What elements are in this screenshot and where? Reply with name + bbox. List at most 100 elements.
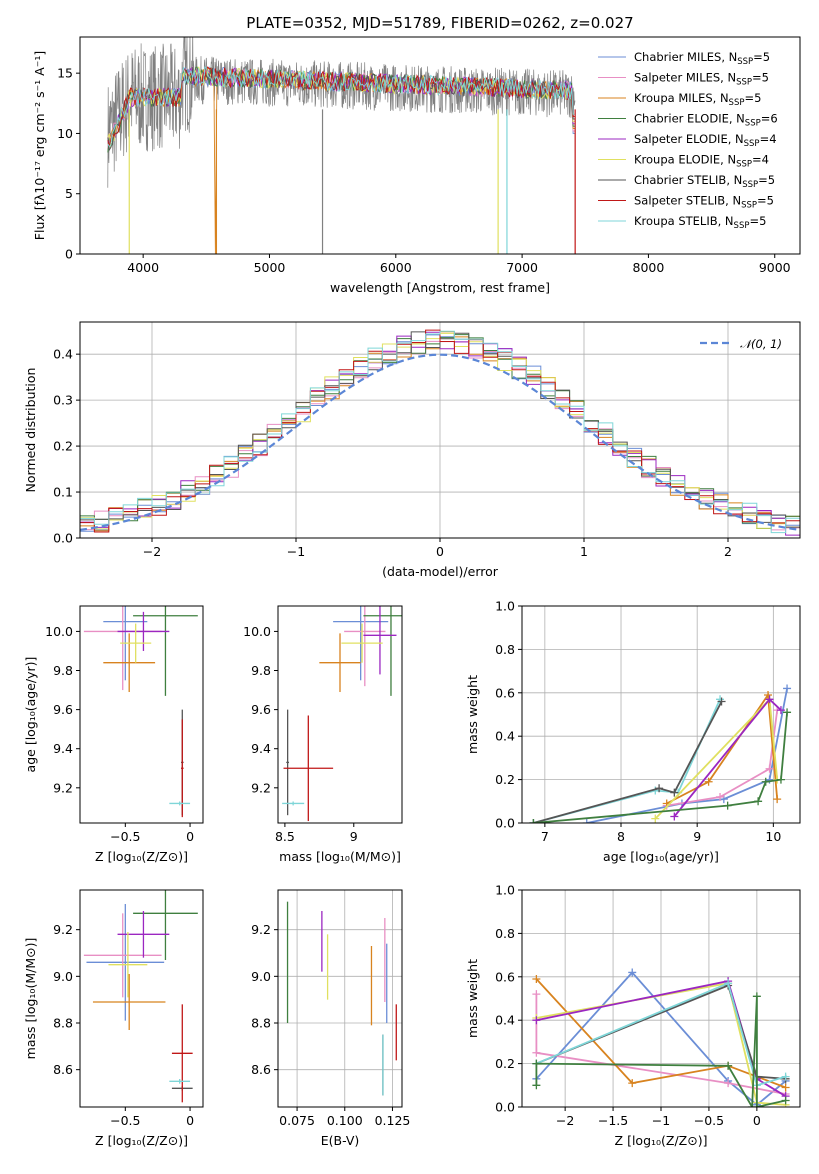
weight-series	[670, 695, 785, 821]
weight-vs-age-lines	[529, 684, 792, 823]
x-axis-label: Z [log₁₀(Z/Z⊙)]	[95, 849, 188, 864]
legend-entry-sub: SSP	[745, 119, 761, 129]
x-tick-label: 2	[724, 544, 732, 559]
age-vs-mass-axes: 8.5 9 9.2 9.4 9.6 9.8 10.0 mass [log₁₀(M/M⊙)]	[243, 624, 401, 864]
weight-marker	[724, 1079, 733, 1088]
y-axis-label: mass weight	[465, 959, 480, 1038]
normal-reference-curve	[80, 353, 800, 531]
weight-marker	[776, 775, 785, 784]
age-vs-z-axes: −0.5 0 9.2 9.4 9.6 9.8 10.0 Z [log₁₀(Z/Z⊙)] age …	[23, 624, 194, 864]
errorbar-point	[282, 801, 305, 806]
legend-entry-sub: SSP	[736, 78, 752, 88]
weight-marker	[655, 784, 664, 793]
weight-marker	[783, 708, 792, 717]
weight-marker	[776, 706, 785, 715]
x-tick-label: 0.125	[375, 1113, 411, 1128]
legend-entry-suffix: =4	[752, 153, 769, 167]
weight-marker	[704, 777, 713, 786]
x-tick-label: 0	[186, 1113, 194, 1128]
x-tick-label: −0.5	[110, 829, 140, 844]
legend-entry-name: Salpeter STELIB, N	[634, 194, 741, 208]
errorbar-point	[117, 911, 170, 958]
y-tick-label: 8.6	[251, 1062, 271, 1077]
weight-vs-z-axes: −2 −1.5 −1 −0.5 0 0.0 0.2 0.4 0.6 0.8 1.0 Z [log₁₀(…	[465, 883, 800, 1148]
weight-line	[533, 712, 788, 823]
x-tick-label: −1.5	[598, 1113, 628, 1128]
weight-marker	[628, 968, 637, 977]
x-tick-label: 1	[580, 544, 588, 559]
axes-frame	[79, 36, 801, 255]
weight-marker	[532, 1048, 541, 1057]
legend-entry-sub: SSP	[729, 98, 745, 108]
weight-series	[529, 695, 725, 823]
errorbar-point	[83, 913, 162, 998]
y-tick-label: 0.4	[495, 1013, 515, 1028]
legend-entry: Kroupa STELIB, NSSP=5	[634, 214, 766, 231]
x-axis-label: wavelength [Angstrom, rest frame]	[330, 280, 550, 295]
axes-frame	[277, 889, 403, 1108]
errorbar-point	[319, 633, 361, 693]
y-tick-label: 9.2	[251, 780, 271, 795]
y-tick-label: 9.2	[53, 780, 73, 795]
age-vs-z-errorbars	[83, 606, 198, 818]
x-tick-label: 0	[186, 829, 194, 844]
weight-series	[529, 697, 726, 823]
figure-title: PLATE=0352, MJD=51789, FIBERID=0262, z=0…	[246, 14, 633, 32]
y-tick-label: 1.0	[495, 883, 515, 898]
errorbar-point	[108, 932, 148, 998]
x-tick-label: 7000	[506, 260, 538, 275]
legend-entry-sub: SSP	[744, 139, 760, 149]
y-axis-label: Flux [fλ10⁻¹⁷ erg cm⁻² s⁻¹ A⁻¹]	[32, 51, 47, 240]
x-tick-label: 0.100	[327, 1113, 363, 1128]
y-axis-label: mass [log₁₀(M/M⊙)]	[23, 938, 38, 1060]
x-tick-label: 10	[765, 829, 781, 844]
weight-marker	[754, 797, 763, 806]
mass-vs-ebv-axes: 0.075 0.100 0.125 8.6 8.8 9.0 9.2 E(B-V)	[251, 890, 410, 1148]
errorbar-point	[344, 606, 386, 687]
y-tick-label: 0	[65, 247, 73, 262]
legend-entry: Kroupa ELODIE, NSSP=4	[634, 153, 769, 170]
y-tick-label: 9.0	[53, 969, 73, 984]
y-tick-label: 8.8	[53, 1016, 73, 1031]
weight-marker	[717, 697, 726, 706]
weight-marker	[764, 690, 773, 699]
legend-entry-name: Chabrier ELODIE, N	[634, 112, 745, 126]
x-tick-label: 9000	[759, 260, 791, 275]
y-tick-label: 8.6	[53, 1062, 73, 1077]
y-tick-label: 0.2	[53, 439, 73, 454]
legend-entry-suffix: =6	[761, 112, 778, 126]
errorbar-point	[363, 606, 397, 675]
x-tick-label: −1	[652, 1113, 670, 1128]
mass-vs-z-axes: −0.5 0 8.6 8.8 9.0 9.2 Z [log₁₀(Z/Z⊙)] mass [lo…	[23, 922, 194, 1148]
weight-series	[651, 695, 782, 823]
weight-marker	[773, 795, 782, 804]
weight-marker	[783, 684, 792, 693]
y-tick-label: 0.6	[495, 969, 515, 984]
y-tick-label: 10	[57, 126, 73, 141]
weight-marker	[765, 764, 774, 773]
weight-marker	[532, 1081, 541, 1090]
axes-frame	[277, 605, 403, 824]
legend-entry-sub: SSP	[737, 57, 753, 67]
weight-vs-z-lines	[532, 968, 790, 1107]
mass-vs-z-errorbars	[83, 890, 198, 1103]
weight-marker	[781, 1083, 790, 1092]
legend-entry: Salpeter ELODIE, NSSP=4	[634, 132, 777, 149]
x-tick-label: 5000	[254, 260, 286, 275]
legend-entry-name: Salpeter ELODIE, N	[634, 132, 744, 146]
y-tick-label: 9.4	[251, 741, 271, 756]
x-tick-label: 8000	[633, 260, 665, 275]
y-tick-label: 10.0	[45, 624, 73, 639]
x-tick-label: 9	[693, 829, 701, 844]
y-tick-label: 5	[65, 186, 73, 201]
y-tick-label: 0.8	[495, 642, 515, 657]
y-axis-label: Normed distribution	[23, 368, 38, 493]
mass-vs-ebv-errorbars	[286, 901, 397, 1096]
legend-entry: Salpeter MILES, NSSP=5	[634, 71, 769, 88]
weight-marker	[532, 974, 541, 983]
x-tick-label: −2	[556, 1113, 574, 1128]
x-tick-label: 0.075	[279, 1113, 315, 1128]
legend-entry-suffix: =5	[749, 214, 766, 228]
y-tick-label: 10.0	[243, 624, 271, 639]
